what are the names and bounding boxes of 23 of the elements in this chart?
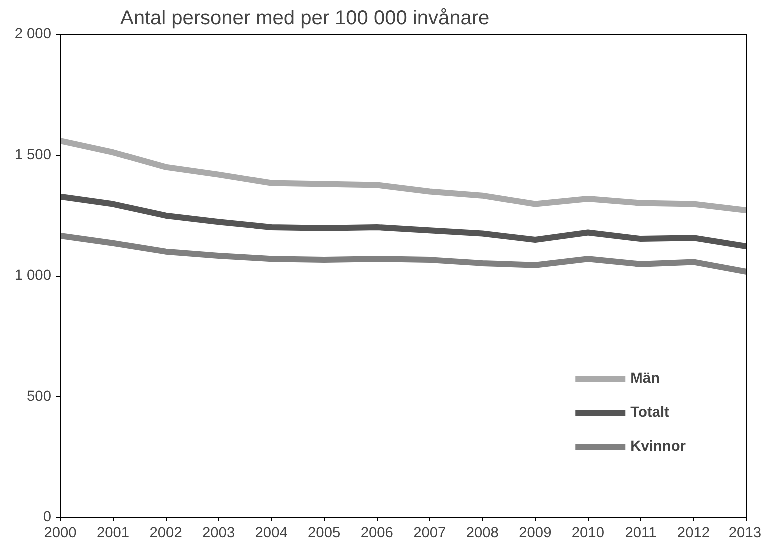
legend-label: Män: [630, 371, 660, 387]
y-tick-label: 0: [43, 510, 52, 526]
y-tick-label: 500: [27, 388, 52, 405]
y-tick-label: 1 500: [14, 147, 52, 164]
x-tick-label: 2006: [360, 526, 394, 542]
legend-label: Kvinnor: [630, 439, 686, 455]
x-tick-label: 2011: [625, 526, 657, 542]
y-tick-label: 2 000: [14, 26, 52, 42]
legend-label: Totalt: [630, 405, 670, 421]
x-tick-label: 2010: [572, 526, 604, 542]
x-tick-label: 2009: [519, 526, 552, 542]
x-tick-label: 2013: [728, 526, 761, 542]
x-tick-label: 2001: [96, 526, 130, 542]
x-tick-label: 2012: [677, 526, 710, 542]
chart-title: Antal personer med per 100 000 invånare: [120, 8, 490, 30]
x-tick-label: 2005: [308, 526, 341, 542]
x-tick-label: 2000: [44, 526, 77, 542]
x-tick-label: 2008: [466, 526, 499, 542]
x-tick-label: 2003: [202, 526, 236, 542]
x-tick-label: 2004: [255, 526, 288, 542]
y-tick-label: 1 000: [14, 268, 52, 284]
x-tick-label: 2002: [150, 526, 182, 542]
x-tick-label: 2007: [414, 526, 446, 542]
